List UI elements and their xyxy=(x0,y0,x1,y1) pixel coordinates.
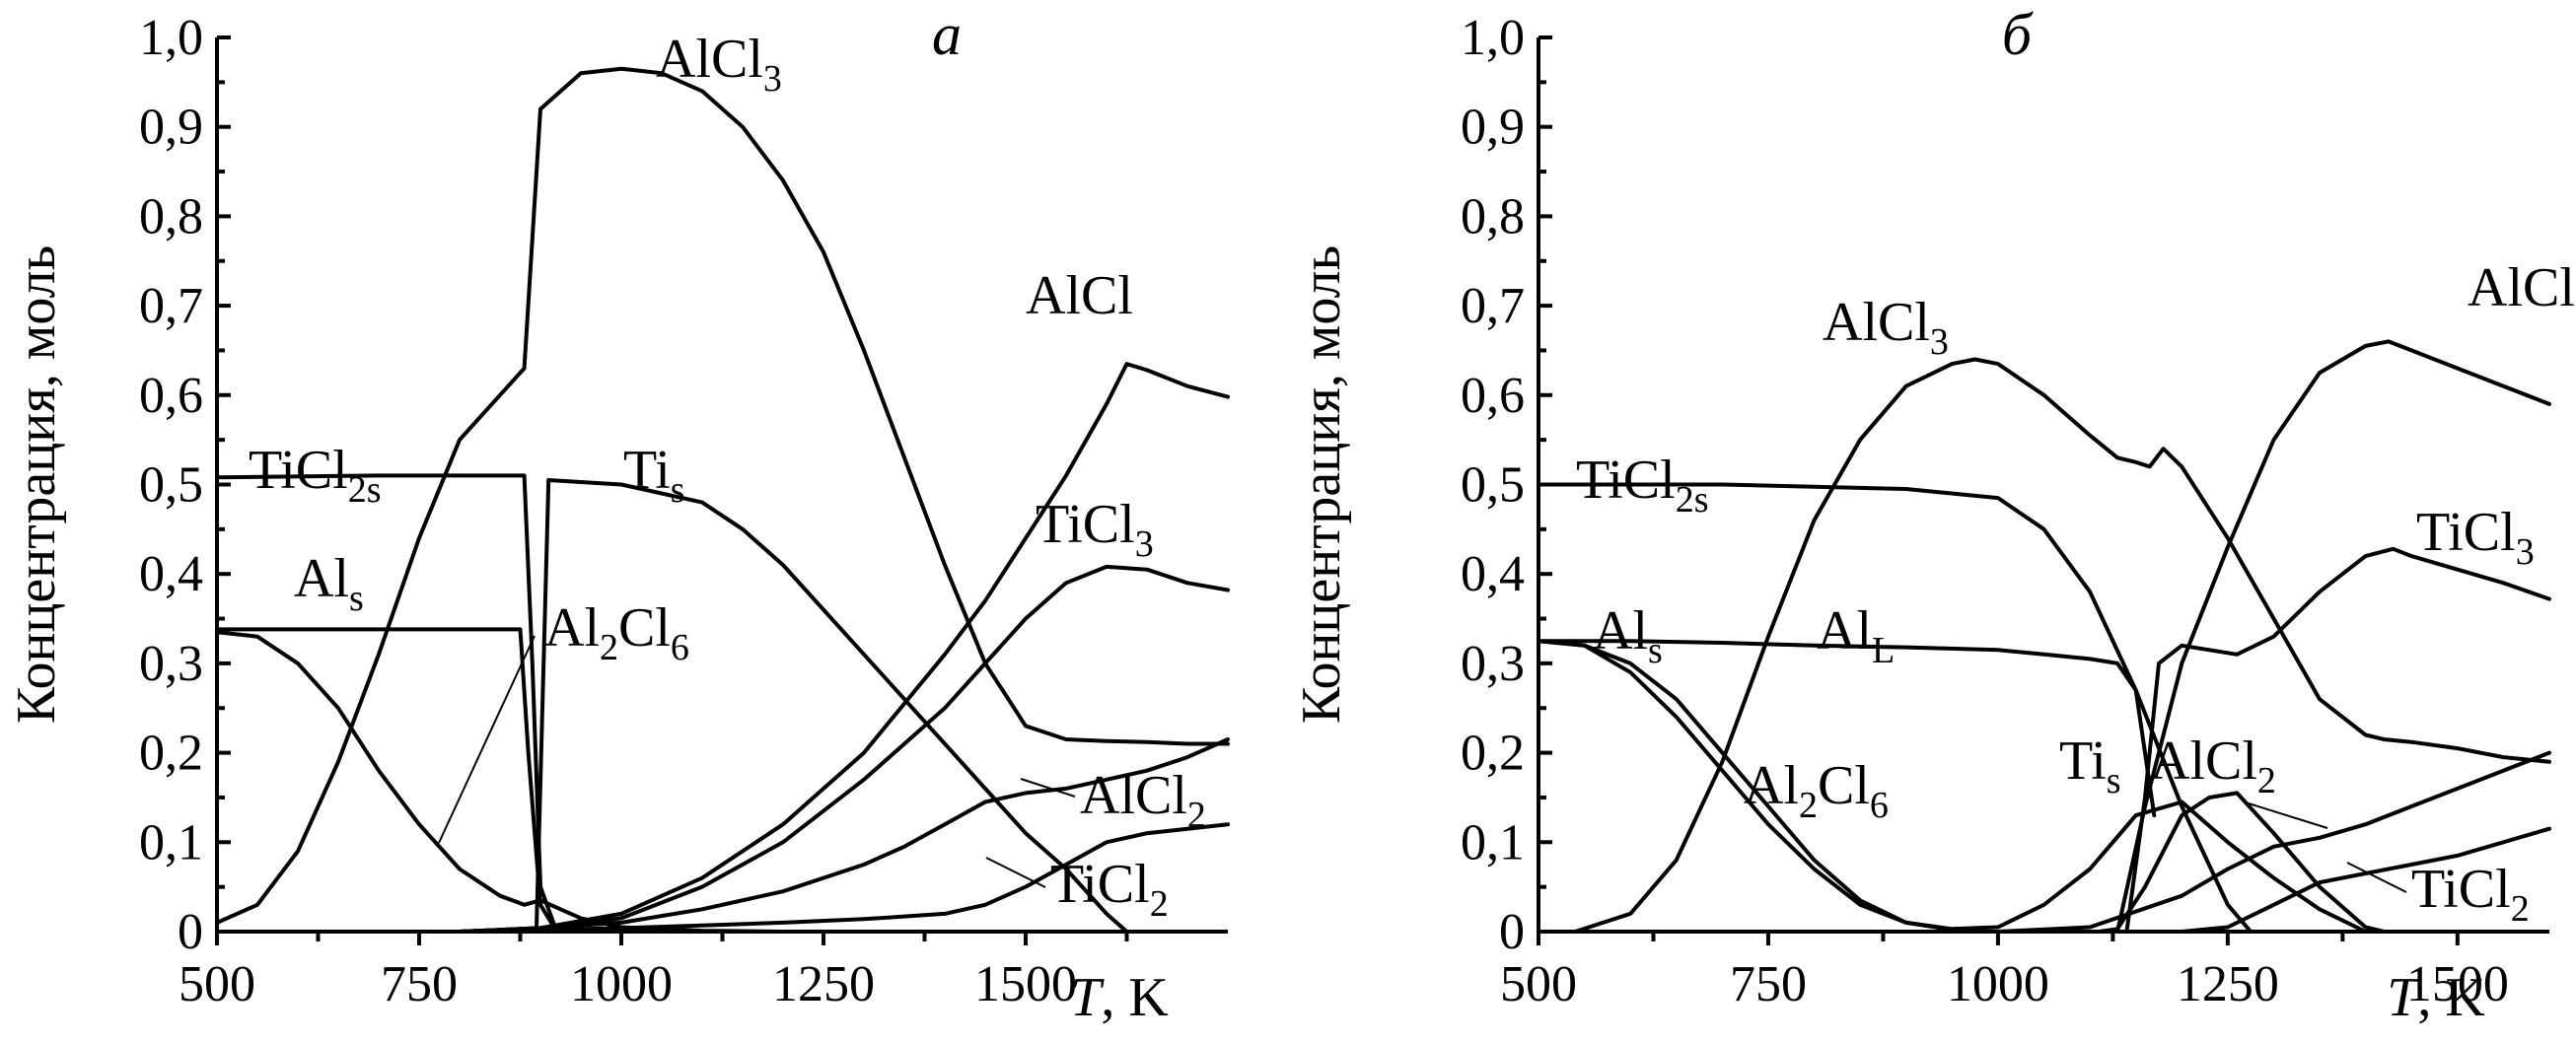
y-tick-label: 0,3 xyxy=(139,636,203,692)
y-tick-label: 0,5 xyxy=(1461,457,1525,514)
y-axis-title: Концентрация, моль xyxy=(6,245,67,724)
series-label: TiCl3 xyxy=(1036,494,1154,565)
x-tick-label: 1000 xyxy=(1947,956,2049,1012)
y-tick-label: 1,0 xyxy=(1461,10,1525,66)
y-tick-label: 0,9 xyxy=(1461,100,1525,156)
y-tick-label: 0,4 xyxy=(1461,546,1525,602)
series-label: Tis xyxy=(2059,730,2121,801)
series-line-tis xyxy=(215,478,1129,934)
panel-b: 0 0,1 0,2 0,3 0,4 0,5 0,6 0,7 0,8 0,9 1,0 500 750 100… xyxy=(1291,2,2575,1028)
y-tick-label: 0,5 xyxy=(139,457,203,514)
panel-letter: a xyxy=(932,2,962,67)
x-tick-label: 750 xyxy=(1730,956,1807,1012)
series-label: TiCl2s xyxy=(1576,450,1709,521)
x-tick-label: 500 xyxy=(1500,956,1577,1012)
series-label: Tis xyxy=(623,440,685,511)
y-tick-label: 0,8 xyxy=(1461,188,1525,244)
series-line-alcl3 xyxy=(1573,357,2551,934)
y-tick-label: 0,4 xyxy=(139,546,203,602)
x-tick-label: 1000 xyxy=(570,956,673,1012)
y-tick-label: 0,7 xyxy=(1461,278,1525,334)
series-label: AlCl2 xyxy=(1080,765,1206,836)
label-leader-line xyxy=(2346,862,2407,893)
series-line-alcl2 xyxy=(1537,750,2551,934)
label-leader-line xyxy=(985,857,1046,888)
x-tick-label: 1500 xyxy=(2406,956,2509,1012)
y-tick-label: 0,2 xyxy=(139,726,203,782)
y-tick-label: 0,6 xyxy=(139,368,203,424)
series-label: AlCl xyxy=(1026,265,1133,326)
series-label: TiCl2 xyxy=(2411,859,2530,930)
series-label: TiCl2 xyxy=(1050,854,1169,925)
y-tick-label: 0,6 xyxy=(1461,368,1525,424)
label-leader-line xyxy=(2248,802,2328,829)
x-axis-title: T, K xyxy=(2387,967,2485,1028)
series-line-alcl3 xyxy=(215,66,1230,925)
y-axis-title: Концентрация, моль xyxy=(1291,245,1352,724)
series-line-alcl2 xyxy=(215,737,1230,934)
series-line-all xyxy=(1537,639,2157,818)
series-label: TiCl3 xyxy=(2416,502,2535,573)
y-tick-label: 0,9 xyxy=(139,100,203,156)
label-leader-line xyxy=(438,635,536,844)
series-line-ticl2 xyxy=(1537,826,2551,934)
series-line-ticl2s xyxy=(1537,482,2254,934)
x-tick-label: 750 xyxy=(381,956,458,1012)
y-tick-label: 0,3 xyxy=(1461,636,1525,692)
series-line-ticl2 xyxy=(215,822,1230,934)
series-line-ticl3 xyxy=(1537,546,2551,934)
y-tick-label: 0 xyxy=(1499,904,1525,960)
series-line-alcl xyxy=(215,362,1230,934)
series-label: AlCl3 xyxy=(656,29,782,100)
series-line-alcl xyxy=(1537,339,2551,934)
panel-letter: б xyxy=(2002,2,2034,67)
series-line-al2cl6 xyxy=(215,630,785,934)
series-label: Als xyxy=(1593,600,1663,671)
x-axis-title: T, K xyxy=(1070,967,1169,1028)
y-tick-label: 0 xyxy=(178,904,203,960)
y-tick-label: 1,0 xyxy=(139,10,203,66)
series-label: Als xyxy=(294,548,364,619)
series-label: AlCl xyxy=(2468,257,2575,318)
y-tick-label: 0,1 xyxy=(139,814,203,870)
series-label: Al2Cl6 xyxy=(1744,755,1889,826)
series-line-ticl2s xyxy=(215,473,559,934)
label-leader-line xyxy=(1020,778,1076,798)
y-tick-label: 0,8 xyxy=(139,188,203,244)
series-line-als xyxy=(215,627,559,934)
x-tick-label: 1250 xyxy=(772,956,875,1012)
series-label: TiCl2s xyxy=(249,440,382,511)
series-label: AlL xyxy=(1817,600,1895,671)
series-label: Al2Cl6 xyxy=(544,597,689,668)
y-tick-label: 0,1 xyxy=(1461,814,1525,870)
x-tick-label: 500 xyxy=(179,956,255,1012)
series-line-als xyxy=(1537,639,1977,934)
y-tick-label: 0,2 xyxy=(1461,726,1525,782)
series-label: AlCl3 xyxy=(1823,292,1949,363)
panel-a: 0 0,1 0,2 0,3 0,4 0,5 0,6 0,7 0,8 0,9 1,0 500 750 100… xyxy=(6,2,1230,1028)
x-tick-label: 1500 xyxy=(974,956,1077,1012)
series-label: AlCl2 xyxy=(2150,730,2276,801)
y-tick-label: 0,7 xyxy=(139,278,203,334)
x-tick-label: 1250 xyxy=(2177,956,2279,1012)
